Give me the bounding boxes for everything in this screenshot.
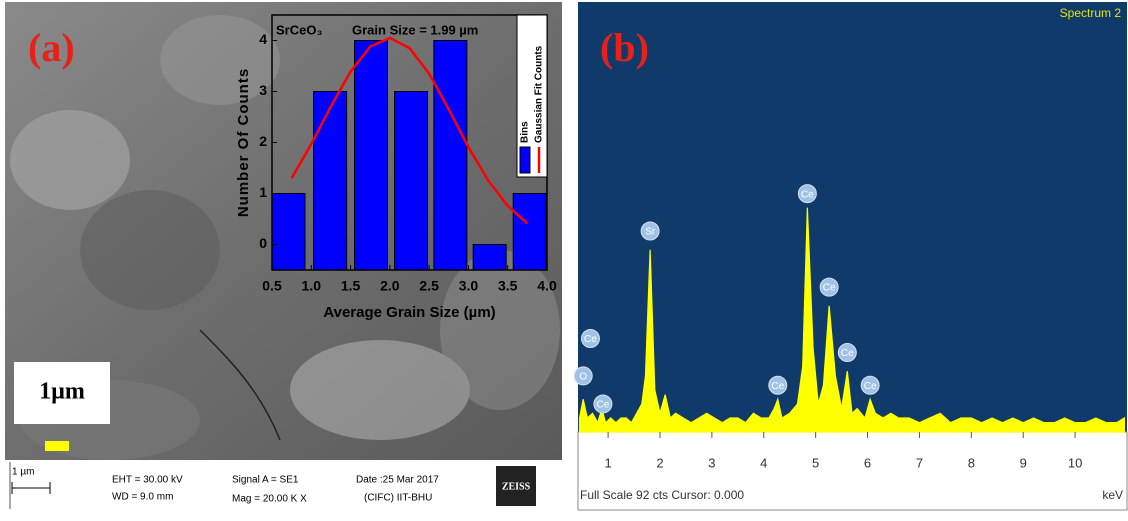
info-text: (CIFC) IIT-BHU [364,493,432,504]
info-text: 1 µm [12,467,34,478]
x-tick-label: 3.5 [498,278,518,294]
y-tick-label: 0 [259,235,267,251]
x-axis-label: Average Grain Size (µm) [323,304,495,321]
x-tick-label: 3.0 [459,278,479,294]
x-tick-label: 1.0 [302,278,322,294]
footer: Full Scale 92 cts Cursor: 0.000 [580,488,744,502]
spectrum-title: Spectrum 2 [1060,6,1122,20]
bar [355,41,388,271]
x-tick-label: 6 [864,455,871,470]
y-axis-label: Number Of Counts [235,68,252,217]
logo: ZEISS [502,481,531,492]
x-axis-label: keV [1102,488,1123,502]
x-tick-label: 7 [916,455,923,470]
y-tick-label: 1 [259,184,267,200]
legend-label: Gaussian Fit Counts [534,45,545,143]
peak-label: Ce [597,400,610,411]
panel-label: (a) [28,25,75,70]
x-tick-label: 1 [604,455,611,470]
x-tick-label: 0.5 [262,278,282,294]
x-tick-label: 9 [1020,455,1027,470]
bar [434,41,467,271]
info-text: WD = 9.0 mm [112,492,173,503]
peak-label: Ce [801,189,814,200]
legend-label: Bins [520,121,531,143]
peak-label: Ce [864,381,877,392]
panel-label: (b) [600,25,649,70]
figure: (a) 1µm 1 µm EHT = 30.00 kV WD = 9.0 mm … [0,0,1128,516]
grain [440,250,560,410]
y-tick-label: 2 [259,133,267,149]
y-tick-label: 3 [259,82,267,98]
peak-label: Ce [771,381,784,392]
x-tick-label: 2 [656,455,663,470]
bar [272,194,305,271]
bar [314,92,347,271]
scale-label: 1µm [39,379,85,405]
x-tick-label: 4 [760,455,767,470]
grain [290,340,470,440]
info-text: Mag = 20.00 K X [232,494,307,505]
x-tick-label: 4.0 [537,278,557,294]
x-tick-label: 3 [708,455,715,470]
x-tick-label: 2.5 [419,278,439,294]
bar [395,92,428,271]
x-tick-label: 8 [968,455,975,470]
y-tick-label: 4 [259,31,267,47]
info-text: Signal A = SE1 [232,475,299,486]
peak-label: Ce [823,283,836,294]
info-text: Date :25 Mar 2017 [356,475,439,486]
bar [513,194,546,271]
scale-marker [45,441,69,451]
peak-label: O [579,372,587,383]
peak-label: Ce [584,334,597,345]
grain [80,190,220,310]
inset-title: SrCeO₃ [276,22,322,37]
annotation: Grain Size = 1.99 µm [352,22,478,37]
plot-background [578,2,1127,432]
peak-label: Sr [645,227,656,238]
bar [473,245,506,271]
x-tick-label: 10 [1068,455,1082,470]
peak-label: Ce [841,348,854,359]
x-tick-label: 5 [812,455,819,470]
grain [10,110,130,210]
legend-swatch [520,147,530,173]
x-tick-label: 1.5 [341,278,361,294]
x-tick-label: 2.0 [380,278,400,294]
info-text: EHT = 30.00 kV [112,475,183,486]
